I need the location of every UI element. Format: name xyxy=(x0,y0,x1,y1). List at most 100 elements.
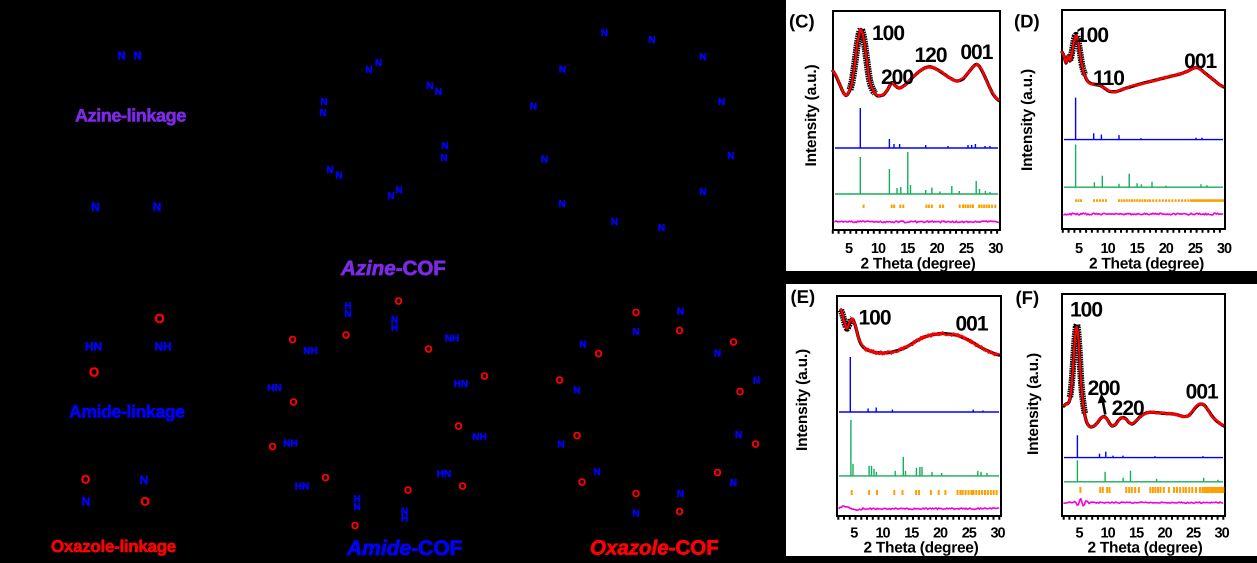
svg-text:N: N xyxy=(730,478,737,489)
svg-text:N: N xyxy=(91,200,100,214)
svg-text:O: O xyxy=(342,331,350,342)
svg-text:N: N xyxy=(632,509,639,520)
svg-text:NH: NH xyxy=(154,339,171,353)
svg-text:10: 10 xyxy=(871,241,886,257)
svg-text:10: 10 xyxy=(1101,241,1116,257)
svg-text:N: N xyxy=(718,97,725,108)
svg-text:N: N xyxy=(714,349,721,360)
svg-text:O: O xyxy=(676,326,684,337)
svg-text:100: 100 xyxy=(872,22,904,45)
svg-text:Intensity (a.u.): Intensity (a.u.) xyxy=(1019,69,1036,171)
svg-text:N: N xyxy=(573,386,580,397)
svg-text:(E): (E) xyxy=(791,286,816,307)
svg-text:O: O xyxy=(322,473,330,484)
svg-text:30: 30 xyxy=(990,526,1005,542)
svg-text:O: O xyxy=(425,345,433,356)
svg-text:200: 200 xyxy=(881,66,913,89)
svg-text:001: 001 xyxy=(960,41,993,64)
svg-text:N: N xyxy=(401,507,408,518)
svg-text:(C): (C) xyxy=(789,11,815,32)
svg-text:Oxazole-linkage: Oxazole-linkage xyxy=(51,537,176,556)
svg-text:O: O xyxy=(351,521,359,532)
svg-text:N: N xyxy=(426,81,433,92)
svg-text:O: O xyxy=(676,507,684,518)
svg-text:O: O xyxy=(752,440,760,451)
svg-text:15: 15 xyxy=(904,526,919,542)
svg-text:(D): (D) xyxy=(1014,11,1040,32)
svg-text:N: N xyxy=(593,467,600,478)
svg-text:O: O xyxy=(290,398,298,409)
svg-text:20: 20 xyxy=(930,241,945,257)
svg-text:001: 001 xyxy=(955,312,988,335)
svg-text:O: O xyxy=(556,376,564,387)
svg-text:20: 20 xyxy=(933,526,948,542)
svg-text:2 Theta (degree): 2 Theta (degree) xyxy=(861,255,976,272)
svg-text:001: 001 xyxy=(1184,50,1217,73)
svg-text:N: N xyxy=(611,217,618,228)
svg-text:N: N xyxy=(677,307,684,318)
svg-text:N: N xyxy=(153,200,162,214)
svg-text:2 Theta (degree): 2 Theta (degree) xyxy=(1089,255,1204,272)
svg-text:5: 5 xyxy=(845,241,853,257)
svg-text:O: O xyxy=(154,311,164,326)
svg-text:30: 30 xyxy=(1217,241,1232,257)
svg-text:H: H xyxy=(391,323,398,334)
svg-text:5: 5 xyxy=(1076,526,1084,542)
svg-text:N: N xyxy=(344,309,351,320)
svg-text:200: 200 xyxy=(1088,377,1120,400)
svg-text:20: 20 xyxy=(1159,241,1174,257)
svg-text:N: N xyxy=(440,153,447,164)
svg-text:N: N xyxy=(82,494,91,508)
svg-text:HN: HN xyxy=(85,339,102,353)
svg-text:100: 100 xyxy=(858,307,890,330)
svg-text:N: N xyxy=(326,165,333,176)
svg-text:15: 15 xyxy=(1129,526,1144,542)
svg-text:HN: HN xyxy=(454,379,468,390)
svg-text:25: 25 xyxy=(1186,526,1201,542)
svg-text:Intensity (a.u.): Intensity (a.u.) xyxy=(794,349,811,451)
svg-text:15: 15 xyxy=(900,241,915,257)
svg-text:O: O xyxy=(730,338,738,349)
svg-text:H: H xyxy=(353,494,360,505)
svg-text:O: O xyxy=(632,308,640,319)
svg-text:O: O xyxy=(404,486,412,497)
svg-text:N: N xyxy=(579,340,586,351)
svg-text:5: 5 xyxy=(850,526,858,542)
svg-text:N: N xyxy=(335,171,342,182)
svg-text:N: N xyxy=(727,151,734,162)
svg-text:NH: NH xyxy=(445,334,459,345)
svg-text:N: N xyxy=(699,52,706,63)
svg-text:N: N xyxy=(353,502,360,513)
svg-text:N: N xyxy=(320,97,327,108)
svg-text:H: H xyxy=(344,301,351,312)
svg-text:N: N xyxy=(557,440,564,451)
svg-text:N: N xyxy=(133,50,141,62)
svg-text:NH: NH xyxy=(303,346,317,357)
svg-text:N: N xyxy=(391,315,398,326)
svg-text:Intensity (a.u.): Intensity (a.u.) xyxy=(1025,353,1042,455)
svg-text:N: N xyxy=(541,155,548,166)
svg-text:N: N xyxy=(632,327,639,338)
svg-text:HN: HN xyxy=(437,469,451,480)
svg-text:100: 100 xyxy=(1070,299,1102,322)
svg-text:O: O xyxy=(289,335,297,346)
svg-text:N: N xyxy=(735,430,742,441)
svg-text:15: 15 xyxy=(1130,241,1145,257)
svg-text:Intensity (a.u.): Intensity (a.u.) xyxy=(803,65,820,167)
svg-text:N: N xyxy=(387,191,394,202)
svg-text:Amide-linkage: Amide-linkage xyxy=(69,402,185,422)
svg-text:O: O xyxy=(573,431,581,442)
svg-text:10: 10 xyxy=(875,526,890,542)
svg-text:O: O xyxy=(736,387,744,398)
svg-text:Oxazole-COF: Oxazole-COF xyxy=(590,537,719,560)
svg-text:HN: HN xyxy=(295,482,309,493)
svg-text:O: O xyxy=(455,422,463,433)
svg-text:25: 25 xyxy=(962,526,977,542)
svg-text:5: 5 xyxy=(1075,241,1083,257)
svg-text:O: O xyxy=(632,489,640,500)
svg-text:N: N xyxy=(365,65,372,76)
svg-text:N: N xyxy=(319,108,326,119)
svg-text:O: O xyxy=(714,468,722,479)
svg-text:10: 10 xyxy=(1101,526,1116,542)
svg-text:Amide-COF: Amide-COF xyxy=(346,537,463,560)
